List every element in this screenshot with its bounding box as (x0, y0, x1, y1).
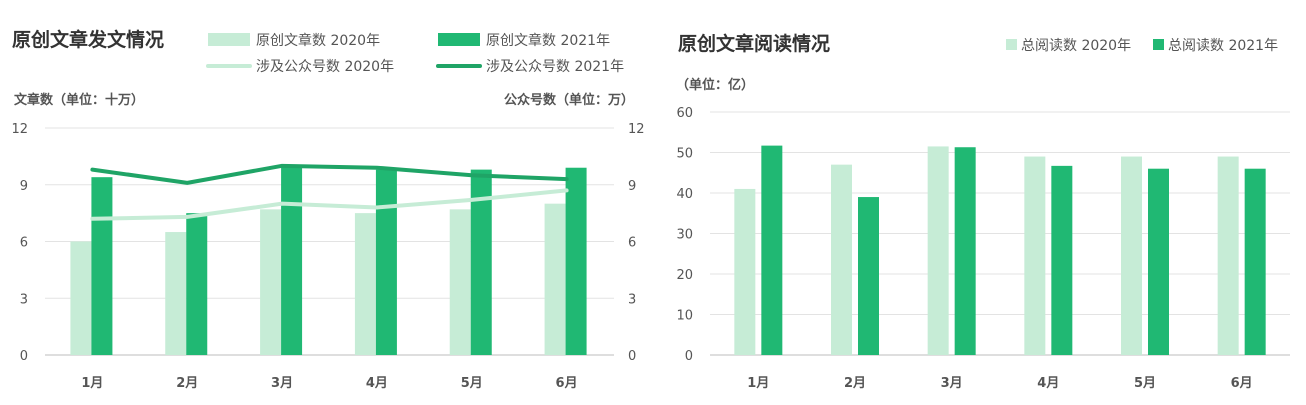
reads-x-category-label: 3月 (941, 376, 963, 391)
legend-label-bar-2021: 原创文章数 2021年 (486, 32, 610, 49)
bar-reads-2021 (761, 145, 783, 355)
bar-reads-2021 (954, 147, 976, 355)
bar-reads-2021 (1051, 165, 1073, 355)
right-chart-unit: （单位：亿） (676, 77, 754, 93)
right-y-tick-label: 3 (628, 292, 636, 307)
reads-x-category-label: 5月 (1134, 376, 1156, 391)
right-chart-title: 原创文章阅读情况 (678, 32, 830, 55)
bar-articles-2020 (449, 209, 471, 355)
bar-articles-2021 (565, 167, 587, 355)
right-plot-area: 0 10 20 30 40 50 60 1月 2月 3月 4月 5月 6月 (676, 106, 1290, 391)
left-y-tick-label: 6 (20, 236, 28, 251)
legend-label-line-2020: 涉及公众号数 2020年 (256, 59, 394, 75)
bar-articles-2021 (186, 213, 208, 355)
reads-y-tick-label: 30 (676, 228, 693, 243)
bar-reads-2021 (1244, 168, 1266, 355)
left-y-tick-label: 3 (20, 292, 28, 307)
bar-articles-2021 (281, 165, 303, 355)
legend-label-line-2021: 涉及公众号数 2021年 (486, 59, 624, 75)
bar-reads-2021 (1148, 168, 1169, 355)
legend-swatch-read-2021 (1153, 39, 1164, 50)
bar-articles-2021 (91, 177, 113, 355)
left-plot-area: 0 0 3 3 6 6 9 9 12 12 1月 2月 3月 4月 5月 6月 (11, 122, 644, 391)
legend-swatch-bar-2020 (208, 33, 250, 46)
reads-x-category-label: 2月 (844, 376, 866, 391)
legend-swatch-bar-2021 (438, 33, 480, 46)
bar-reads-2020 (1024, 156, 1046, 355)
bar-articles-2020 (260, 209, 282, 355)
reads-x-category-label: 4月 (1037, 376, 1059, 391)
reads-y-tick-label: 0 (685, 349, 693, 364)
bar-articles-2020 (165, 232, 187, 355)
left-x-category-label: 5月 (461, 376, 483, 391)
legend-label-bar-2020: 原创文章数 2020年 (256, 32, 380, 49)
bar-reads-2020 (734, 188, 756, 355)
left-y-tick-label: 12 (11, 122, 28, 137)
bar-reads-2020 (1121, 156, 1142, 355)
left-chart-title: 原创文章发文情况 (12, 28, 164, 51)
line-accounts-2020 (90, 188, 569, 221)
reads-y-tick-label: 40 (676, 187, 693, 202)
left-x-category-label: 1月 (81, 376, 103, 391)
reads-y-tick-label: 60 (676, 106, 693, 121)
line-accounts-2021 (90, 163, 569, 185)
bar-articles-2021 (470, 169, 492, 355)
right-y-tick-label: 0 (628, 349, 636, 364)
reads-x-category-label: 1月 (747, 376, 769, 391)
bar-reads-2020 (1217, 156, 1239, 355)
legend-label-read-2021: 总阅读数 2021年 (1168, 37, 1278, 54)
left-y-tick-label: 9 (20, 179, 28, 194)
reads-y-tick-label: 50 (676, 147, 693, 162)
left-x-category-label: 6月 (556, 376, 578, 391)
right-y-tick-label: 12 (628, 122, 645, 137)
right-y-tick-label: 9 (628, 179, 636, 194)
left-x-category-label: 3月 (271, 376, 293, 391)
reads-y-tick-label: 20 (676, 268, 693, 283)
bar-reads-2020 (831, 164, 852, 355)
bar-reads-2020 (927, 146, 949, 355)
right-y-tick-label: 6 (628, 236, 636, 251)
reads-x-category-label: 6月 (1231, 376, 1253, 391)
bar-articles-2021 (375, 169, 397, 355)
left-y-tick-label: 0 (20, 349, 28, 364)
bar-articles-2020 (70, 241, 92, 355)
bar-reads-2021 (858, 197, 879, 355)
legend-label-read-2020: 总阅读数 2020年 (1021, 37, 1131, 54)
left-x-category-label: 4月 (366, 376, 388, 391)
right-y-axis-unit: 公众号数（单位：万） (504, 92, 634, 108)
bar-articles-2020 (354, 213, 376, 355)
reads-y-tick-label: 10 (676, 309, 693, 324)
legend-swatch-read-2020 (1006, 39, 1017, 50)
bar-articles-2020 (544, 203, 566, 355)
left-x-category-label: 2月 (176, 376, 198, 391)
left-y-axis-unit: 文章数（单位：十万） (14, 92, 144, 108)
